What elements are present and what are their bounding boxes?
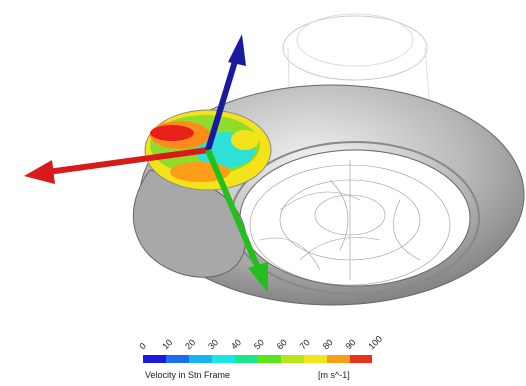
wire-ring xyxy=(297,14,413,66)
arrowhead xyxy=(24,160,55,184)
tick-label: 20 xyxy=(183,337,197,351)
tick-label: 30 xyxy=(206,337,220,351)
colorbar-cell xyxy=(281,355,304,363)
tick-label: 70 xyxy=(298,337,312,351)
impeller-wireframe xyxy=(250,160,450,285)
wire-ring xyxy=(283,16,427,80)
colorbar-cell xyxy=(189,355,212,363)
colorbar-ticks: 0 10 20 30 40 50 60 70 80 90 100 xyxy=(137,334,384,352)
colorbar-cell xyxy=(350,355,372,363)
tick-label: 100 xyxy=(366,334,384,352)
legend-title: Velocity in Stn Frame xyxy=(145,370,230,380)
tick-label: 40 xyxy=(229,337,243,351)
tick-label: 10 xyxy=(160,337,174,351)
colorbar-cell xyxy=(304,355,327,363)
tick-label: 90 xyxy=(343,337,357,351)
scene: 0 10 20 30 40 50 60 70 80 90 100 Velocity in Stn F… xyxy=(0,0,526,386)
legend-unit: [m s^-1] xyxy=(318,370,350,380)
colorbar-cell xyxy=(235,355,258,363)
colorbar-cell xyxy=(212,355,235,363)
tick-label: 50 xyxy=(252,337,266,351)
tick-label: 80 xyxy=(321,337,335,351)
colorbar xyxy=(143,355,372,363)
tick-label: 60 xyxy=(275,337,289,351)
tick-label: 0 xyxy=(137,341,148,352)
colorbar-cell xyxy=(327,355,350,363)
colorbar-cell xyxy=(166,355,189,363)
colorbar-cell xyxy=(258,355,281,363)
colorbar-cell xyxy=(143,355,166,363)
arrowhead xyxy=(228,34,246,66)
